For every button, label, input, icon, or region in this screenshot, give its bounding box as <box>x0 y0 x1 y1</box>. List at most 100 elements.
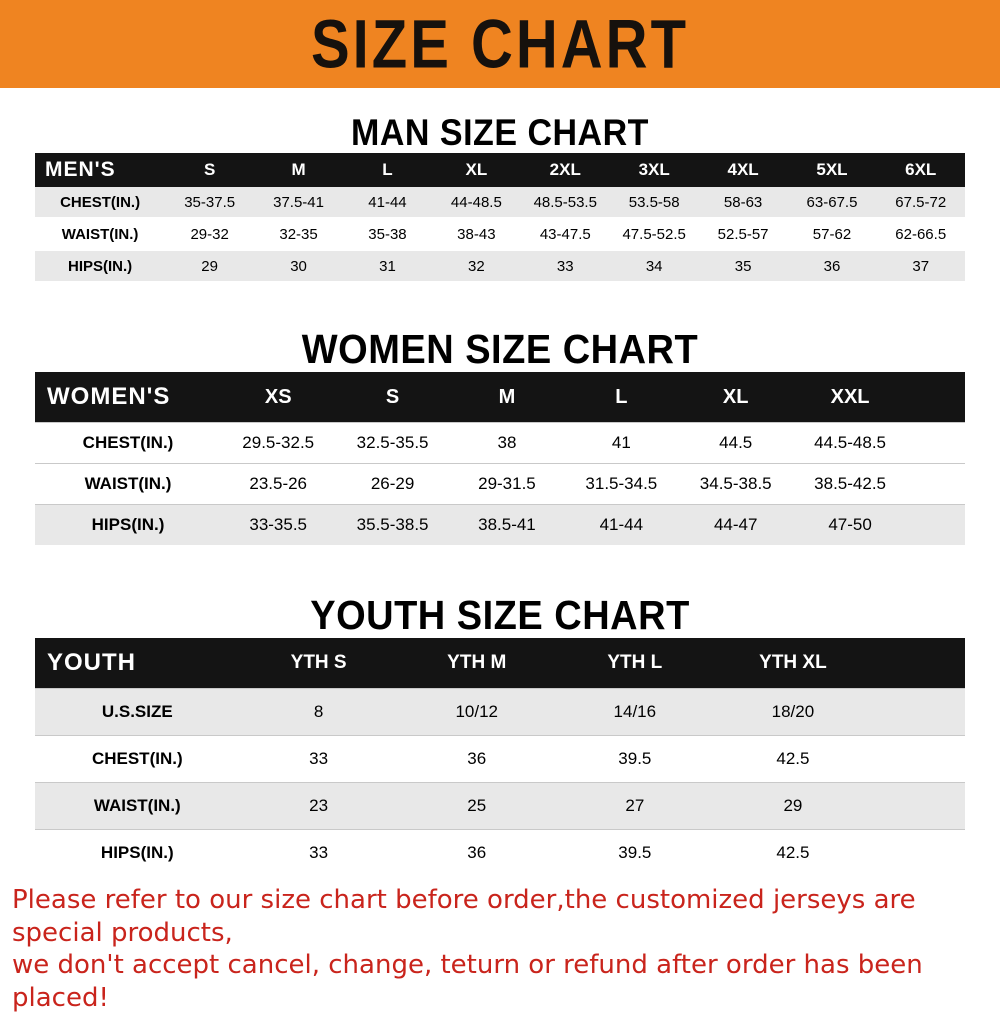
column-header: XL <box>722 385 749 408</box>
size-value: 35.5-38.5 <box>356 515 429 534</box>
row-label: HIPS(IN.) <box>100 843 174 862</box>
size-value: 35 <box>734 257 752 275</box>
size-value: 36 <box>823 257 841 275</box>
size-value: 14/16 <box>613 702 657 721</box>
column-header: 6XL <box>905 160 937 179</box>
size-value: 8 <box>313 702 324 721</box>
column-header: XS <box>264 385 292 408</box>
column-header: 5XL <box>816 160 848 179</box>
size-value: 67.5-72 <box>895 193 947 211</box>
size-value: 27 <box>625 796 645 815</box>
size-value: 18/20 <box>771 702 815 721</box>
size-value: 31 <box>379 257 396 275</box>
table-row: WAIST(IN.) 23 25 27 29 <box>35 782 965 830</box>
table-row: CHEST(IN.) 33 36 39.5 42.5 <box>35 735 965 783</box>
size-value: 29-32 <box>190 225 229 243</box>
size-value: 10/12 <box>455 702 498 721</box>
size-value: 30 <box>290 257 307 275</box>
size-value: 33 <box>556 257 574 275</box>
size-value: 63-67.5 <box>806 193 858 211</box>
size-value: 39.5 <box>618 749 652 768</box>
size-value: 32 <box>468 257 485 275</box>
column-header: XL <box>465 160 488 179</box>
column-header: YTH XL <box>759 652 827 673</box>
column-header: L <box>615 385 628 408</box>
column-header: L <box>382 160 393 179</box>
spacer-cell <box>907 423 965 464</box>
size-value: 52.5-57 <box>717 225 769 243</box>
column-header: 2XL <box>549 160 581 179</box>
women-size-table: WOMEN'S XS S M L XL XXL CHEST(IN.) 29.5-… <box>35 372 965 545</box>
size-value: 23 <box>309 796 329 815</box>
size-value: 57-62 <box>812 225 852 243</box>
row-label: CHEST(IN.) <box>91 749 183 768</box>
size-value: 39.5 <box>618 843 652 862</box>
size-value: 34.5-38.5 <box>699 474 772 493</box>
size-value: 36 <box>467 843 487 862</box>
size-value: 38-43 <box>457 225 496 243</box>
size-value: 35-37.5 <box>184 193 236 211</box>
size-value: 29.5-32.5 <box>242 433 315 452</box>
row-label: U.S.SIZE <box>101 702 173 721</box>
size-value: 53.5-58 <box>628 193 680 211</box>
size-value: 23.5-26 <box>249 474 308 493</box>
youth-section-heading: YOUTH SIZE CHART <box>310 593 690 639</box>
table-row: WAIST(IN.) 23.5-26 26-29 29-31.5 31.5-34… <box>35 463 965 505</box>
size-value: 48.5-53.5 <box>533 193 597 211</box>
size-value: 31.5-34.5 <box>585 474 658 493</box>
man-section-heading: MAN SIZE CHART <box>351 112 649 154</box>
size-value: 44-47 <box>713 515 758 534</box>
table-row: HIPS(IN.) 33-35.5 35.5-38.5 38.5-41 41-4… <box>35 504 965 546</box>
women-section-heading: WOMEN SIZE CHART <box>301 327 699 373</box>
row-label: WAIST(IN.) <box>93 796 181 815</box>
size-value: 29 <box>783 796 803 815</box>
column-header: S <box>385 385 400 408</box>
size-value: 47.5-52.5 <box>622 225 686 243</box>
table-row: CHEST(IN.) 35-37.5 37.5-41 41-44 44-48.5… <box>35 187 965 218</box>
footer-notice: Please refer to our size chart before or… <box>0 884 1000 1014</box>
footer-line-2: we don't accept cancel, change, teturn o… <box>12 950 923 1013</box>
banner-title: SIZE CHART <box>311 5 689 83</box>
size-value: 47-50 <box>828 515 872 534</box>
footer-line-1: Please refer to our size chart before or… <box>12 885 916 948</box>
row-label: HIPS(IN.) <box>68 257 133 275</box>
size-value: 62-66.5 <box>895 225 947 243</box>
size-value: 42.5 <box>776 749 810 768</box>
spacer-cell <box>872 736 965 783</box>
column-header: M <box>498 385 516 408</box>
size-value: 38 <box>497 433 517 452</box>
size-value: 32-35 <box>279 225 318 243</box>
size-value: 26-29 <box>370 474 415 493</box>
size-value: 41-44 <box>368 193 407 211</box>
spacer-cell <box>907 464 965 505</box>
size-value: 33 <box>309 843 329 862</box>
row-label: HIPS(IN.) <box>91 515 165 534</box>
men-size-table: MEN'S S M L XL 2XL 3XL 4XL 5XL 6XL CHEST… <box>35 153 965 283</box>
table-row: CHEST(IN.) 29.5-32.5 32.5-35.5 38 41 44.… <box>35 422 965 464</box>
table-row: HIPS(IN.) 33 36 39.5 42.5 <box>35 829 965 876</box>
youth-header-row: YOUTH YTH S YTH M YTH L YTH XL <box>35 638 965 689</box>
size-value: 42.5 <box>776 843 810 862</box>
size-value: 38.5-42.5 <box>814 474 886 493</box>
row-label: WAIST(IN.) <box>84 474 172 493</box>
size-value: 41 <box>611 433 631 452</box>
spacer-cell <box>907 372 965 423</box>
size-value: 44.5 <box>719 433 753 452</box>
size-value: 37.5-41 <box>273 193 324 211</box>
table-row: HIPS(IN.) 29 30 31 32 33 34 35 36 37 <box>35 250 965 282</box>
table-row: WAIST(IN.) 29-32 32-35 35-38 38-43 43-47… <box>35 218 965 250</box>
column-header: M <box>291 160 306 179</box>
youth-table-title: YOUTH <box>47 649 136 676</box>
size-value: 36 <box>467 749 487 768</box>
size-value: 34 <box>645 257 663 275</box>
size-value: 32.5-35.5 <box>356 433 429 452</box>
column-header: 4XL <box>727 160 759 179</box>
size-value: 44.5-48.5 <box>814 433 886 452</box>
size-value: 33 <box>309 749 329 768</box>
column-header: YTH L <box>607 652 663 673</box>
size-value: 29-31.5 <box>478 474 536 493</box>
spacer-cell <box>907 505 965 546</box>
women-header-row: WOMEN'S XS S M L XL XXL <box>35 372 965 423</box>
spacer-cell <box>872 783 965 830</box>
size-value: 33-35.5 <box>249 515 308 534</box>
